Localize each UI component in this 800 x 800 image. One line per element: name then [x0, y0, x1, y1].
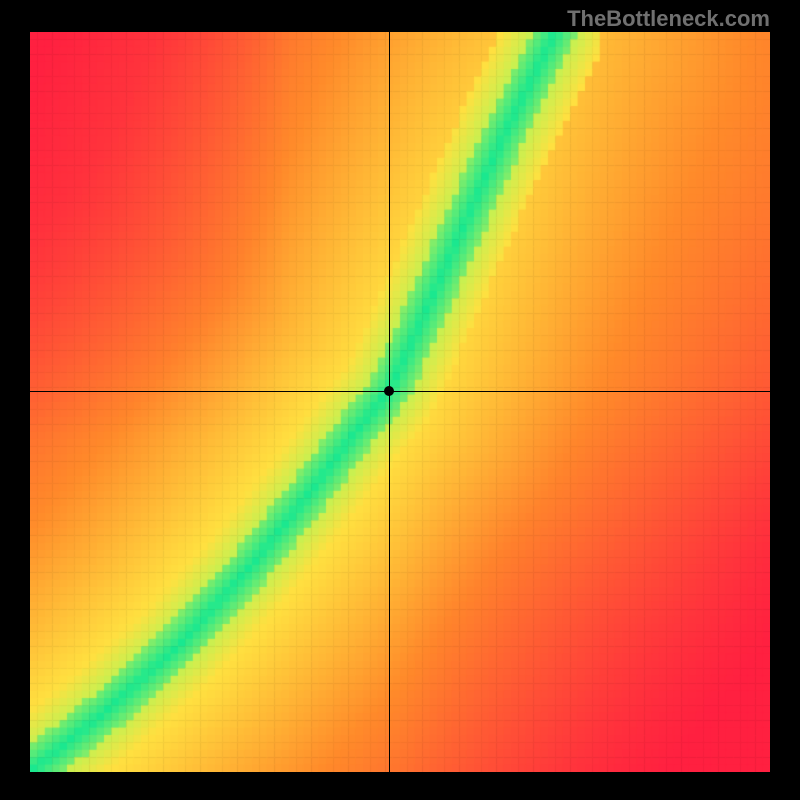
crosshair-vertical [389, 32, 390, 772]
crosshair-horizontal [30, 391, 770, 392]
watermark-text: TheBottleneck.com [567, 6, 770, 32]
heatmap-canvas [30, 32, 770, 772]
heatmap-plot [30, 32, 770, 772]
crosshair-marker-dot [384, 386, 394, 396]
